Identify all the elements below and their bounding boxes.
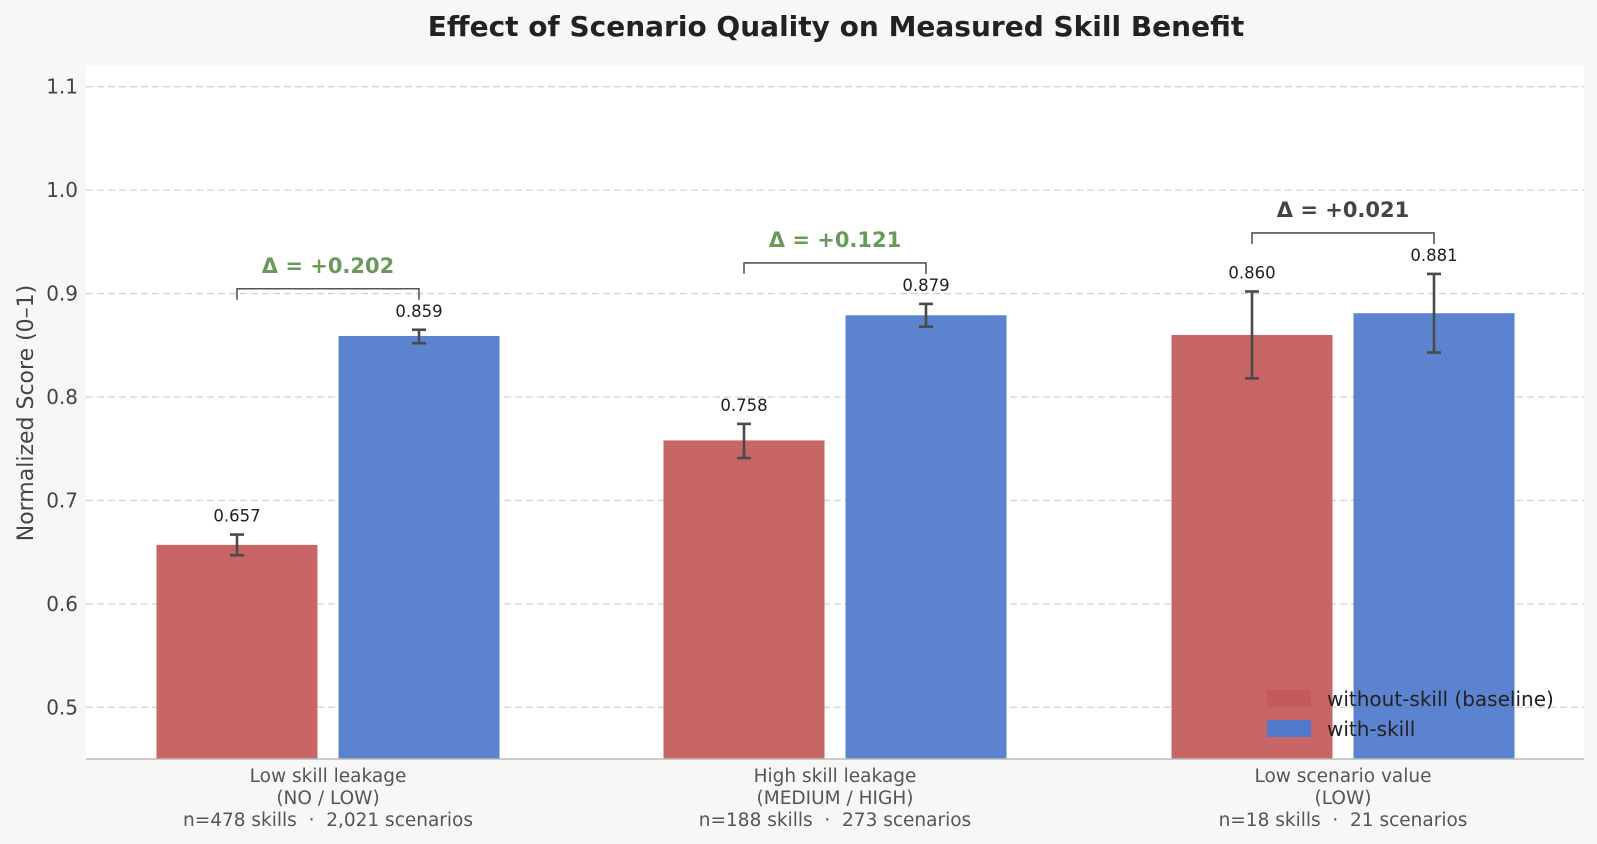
legend: without-skill (baseline) with-skill — [1267, 687, 1554, 741]
error-bar — [919, 302, 933, 328]
x-tick-label-line: (LOW) — [1315, 788, 1372, 809]
y-axis-label: Normalized Score (0–1) — [14, 285, 39, 542]
y-tick-label: 0.5 — [46, 695, 78, 719]
bar-baseline — [1171, 334, 1333, 759]
x-tick-label-line: (NO / LOW) — [276, 788, 379, 809]
delta-label: Δ = +0.202 — [262, 254, 395, 278]
delta-bracket: Δ = +0.202 — [236, 254, 420, 300]
y-tick-label: 0.6 — [46, 592, 78, 616]
error-bar — [1427, 272, 1441, 354]
delta-bracket-line — [743, 262, 927, 274]
value-label: 0.859 — [395, 302, 442, 321]
bar-with-skill — [845, 315, 1007, 759]
delta-bracket-line — [236, 287, 420, 300]
legend-swatch-baseline — [1267, 690, 1311, 707]
bar-baseline — [663, 440, 825, 759]
error-bar — [412, 328, 426, 345]
plot-area — [86, 66, 1584, 759]
value-label: 0.881 — [1410, 246, 1457, 265]
x-tick-label-line: High skill leakage — [754, 766, 917, 787]
delta-bracket: Δ = +0.021 — [1251, 198, 1435, 244]
x-tick-label-line: (MEDIUM / HIGH) — [757, 788, 914, 809]
bar-with-skill — [1353, 313, 1515, 759]
delta-bracket: Δ = +0.121 — [743, 228, 927, 274]
x-axis-ticks: Low skill leakage (NO / LOW) n=478 skills … — [183, 766, 1467, 831]
value-label: 0.657 — [213, 507, 260, 526]
error-bar — [737, 422, 751, 460]
error-bar — [1245, 290, 1259, 380]
x-tick-label: Low scenario value (LOW) n=18 skills · 21 … — [1219, 766, 1468, 831]
x-tick-label-line: Low skill leakage — [250, 766, 407, 787]
y-tick-label: 1.0 — [46, 178, 78, 202]
bar-baseline — [156, 544, 318, 759]
legend-label-baseline: without-skill (baseline) — [1327, 687, 1554, 711]
delta-bracket-line — [1251, 232, 1435, 244]
x-tick-label-line: Low scenario value — [1254, 766, 1431, 787]
x-tick-label: Low skill leakage (NO / LOW) n=478 skills … — [183, 766, 473, 831]
x-tick-label-line: n=18 skills · 21 scenarios — [1219, 810, 1468, 831]
delta-label: Δ = +0.021 — [1277, 198, 1410, 222]
delta-label: Δ = +0.121 — [769, 228, 902, 252]
y-axis-ticks: 0.5 0.6 0.7 0.8 0.9 1.0 1.1 — [46, 75, 78, 720]
value-label: 0.758 — [720, 396, 767, 415]
grid-lines — [86, 86, 1584, 708]
y-tick-label: 0.7 — [46, 488, 78, 512]
x-tick-label-line: n=478 skills · 2,021 scenarios — [183, 810, 473, 831]
y-tick-label: 0.8 — [46, 385, 78, 409]
y-tick-label: 0.9 — [46, 282, 78, 306]
legend-label-with-skill: with-skill — [1327, 717, 1415, 741]
x-tick-label-line: n=188 skills · 273 scenarios — [699, 810, 971, 831]
value-label: 0.879 — [902, 276, 949, 295]
chart-title: Effect of Scenario Quality on Measured S… — [428, 10, 1244, 43]
value-label: 0.860 — [1228, 263, 1275, 282]
bar-with-skill — [338, 335, 500, 759]
y-tick-label: 1.1 — [46, 75, 78, 99]
legend-swatch-with-skill — [1267, 720, 1311, 737]
bars: 0.657 0.859 0.758 0.879 0.860 0.881 — [156, 246, 1515, 759]
delta-annotations: Δ = +0.202 Δ = +0.121 Δ = +0.021 — [236, 198, 1435, 300]
error-bar — [230, 533, 244, 557]
x-tick-label: High skill leakage (MEDIUM / HIGH) n=188 s… — [699, 766, 971, 831]
